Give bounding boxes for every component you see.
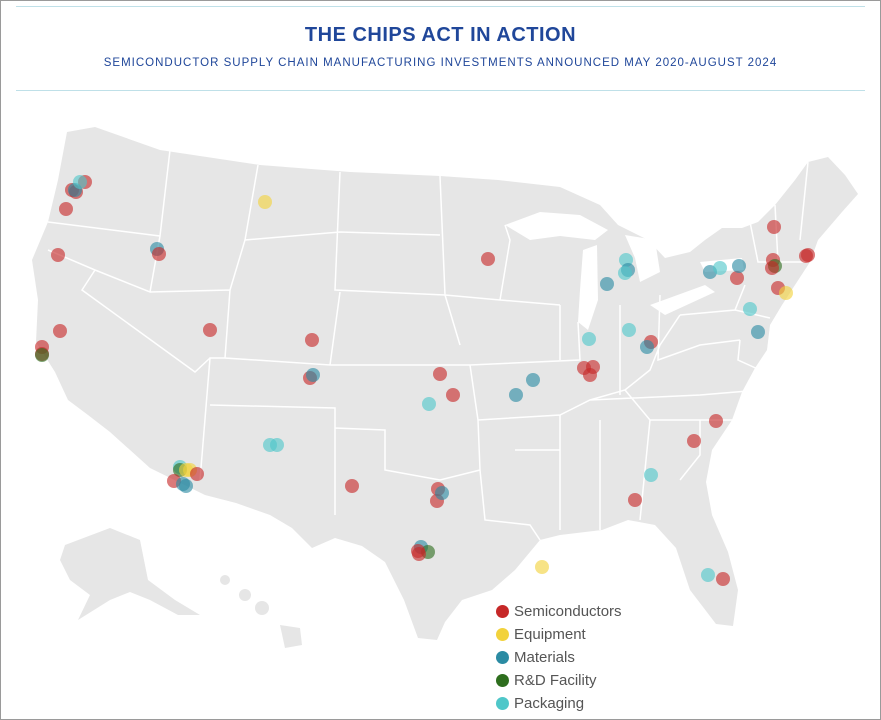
marker-semi: [305, 333, 319, 347]
marker-semi: [767, 220, 781, 234]
legend-label: Packaging: [514, 695, 585, 712]
marker-mat: [732, 259, 746, 273]
lake-erie-shape: [650, 285, 715, 315]
legend-swatch: [496, 674, 509, 687]
legend-label: R&D Facility: [514, 672, 597, 689]
map-title: THE CHIPS ACT IN ACTION: [304, 24, 577, 46]
marker-mat: [640, 340, 654, 354]
hawaii-island-4: [280, 625, 302, 648]
lake-huron-shape: [625, 235, 660, 282]
marker-equip: [535, 560, 549, 574]
header-divider: [16, 90, 865, 91]
border-lines: [47, 149, 809, 541]
marker-semi: [730, 271, 744, 285]
legend-label: Equipment: [514, 626, 586, 643]
marker-pack: [73, 175, 87, 189]
hawaii-island-3: [255, 601, 269, 615]
marker-pack: [644, 468, 658, 482]
marker-semi: [152, 247, 166, 261]
legend-swatch: [496, 605, 509, 618]
legend-item-equipment: Equipment: [496, 623, 636, 646]
marker-mat: [526, 373, 540, 387]
marker-semi: [59, 202, 73, 216]
marker-semi: [801, 248, 815, 262]
legend-item-rd-facility: R&D Facility: [496, 669, 636, 692]
marker-semi: [345, 479, 359, 493]
legend: Semiconductors Equipment Materials R&D F…: [496, 600, 636, 715]
top-divider: [16, 6, 865, 7]
marker-semi: [53, 324, 67, 338]
legend-item-semiconductors: Semiconductors: [496, 600, 636, 623]
marker-semi: [481, 252, 495, 266]
map-subtitle: SEMICONDUCTOR SUPPLY CHAIN MANUFACTURING…: [103, 57, 778, 69]
us-land: [32, 127, 858, 648]
legend-swatch: [496, 628, 509, 641]
marker-semi: [51, 248, 65, 262]
marker-semi: [716, 572, 730, 586]
legend-swatch: [496, 651, 509, 664]
lake-superior-shape: [505, 212, 608, 240]
legend-swatch: [496, 697, 509, 710]
marker-semi: [433, 367, 447, 381]
legend-item-materials: Materials: [496, 646, 636, 669]
marker-equip: [258, 195, 272, 209]
legend-label: Semiconductors: [514, 603, 622, 620]
legend-item-packaging: Packaging: [496, 692, 636, 715]
marker-equip: [779, 286, 793, 300]
marker-semi: [765, 261, 779, 275]
marker-pack: [270, 438, 284, 452]
marker-pack: [743, 302, 757, 316]
legend-label: Materials: [514, 649, 575, 666]
marker-semi: [446, 388, 460, 402]
marker-semi: [411, 544, 425, 558]
marker-pack: [618, 266, 632, 280]
hawaii-island-1: [220, 575, 230, 585]
marker-mat: [179, 479, 193, 493]
marker-pack: [622, 323, 636, 337]
marker-semi: [628, 493, 642, 507]
marker-mat: [435, 486, 449, 500]
marker-pack: [701, 568, 715, 582]
marker-mat: [600, 277, 614, 291]
marker-mat: [306, 368, 320, 382]
state-borders: [47, 149, 809, 541]
marker-semi: [190, 467, 204, 481]
marker-pack: [582, 332, 596, 346]
marker-semi: [583, 368, 597, 382]
marker-mat: [751, 325, 765, 339]
marker-pack: [422, 397, 436, 411]
marker-semi: [203, 323, 217, 337]
marker-mat: [509, 388, 523, 402]
marker-pack: [713, 261, 727, 275]
marker-rd: [35, 348, 49, 362]
marker-semi: [687, 434, 701, 448]
lake-michigan-shape: [578, 245, 598, 330]
alaska-shape: [60, 528, 200, 620]
contiguous-us-shape: [32, 127, 858, 640]
marker-semi: [709, 414, 723, 428]
investment-markers: [35, 175, 815, 586]
hawaii-island-2: [239, 589, 251, 601]
